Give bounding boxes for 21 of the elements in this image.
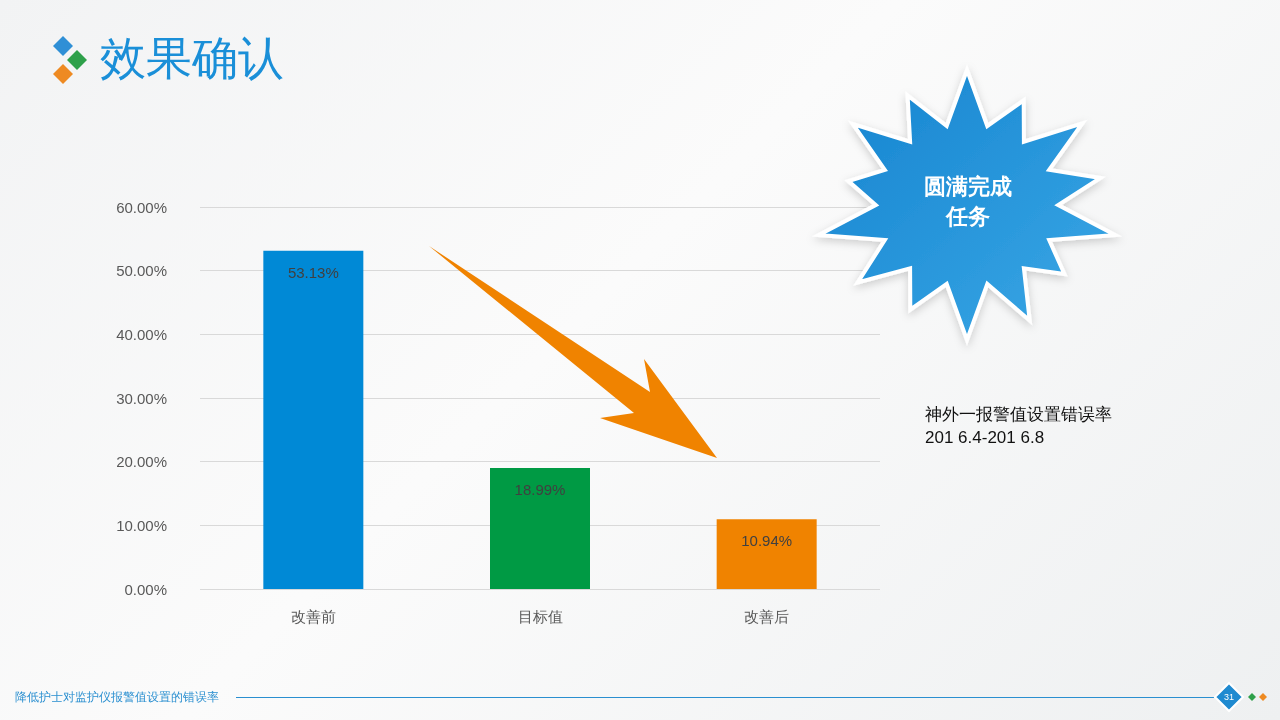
bar [716,519,817,589]
y-tick-label: 10.00% [116,516,167,534]
y-tick-label: 50.00% [116,262,167,280]
text: 神外一报警值设置错误率 201 6.4-201 6.8 [925,404,1112,449]
bar [490,468,590,589]
y-tick-label: 30.00% [116,389,167,407]
y-tick-label: 40.00% [116,325,167,343]
chart-title: 效果确认 [100,32,284,84]
x-tick-label: 改善后 [744,608,790,625]
text: 降低护士对监护仪报警值设置的错误率 [15,689,219,705]
text: 圆满完成任务 [923,173,1013,231]
y-tick-label: 0.00% [124,580,167,598]
data-label: 10.94% [741,532,793,550]
y-tick-label: 20.00% [116,453,167,471]
x-tick-label: 目标值 [517,608,563,625]
bar [263,250,364,589]
y-tick-label: 60.00% [116,198,167,216]
data-label: 53.13% [287,263,339,281]
x-tick-label: 改善前 [290,608,336,625]
text: 31 [1223,691,1235,704]
data-label: 18.99% [514,481,566,499]
